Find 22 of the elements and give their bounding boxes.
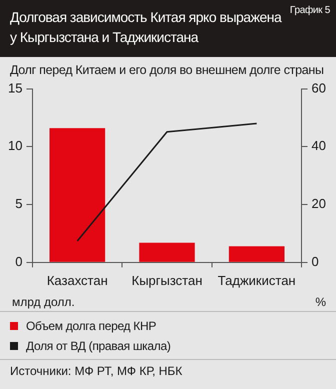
y-tick-label: 0 [15,254,22,269]
y-tick-label: 5 [15,196,22,212]
x-tick-label: Казахстан [46,272,108,288]
bar [50,128,106,262]
y2-tick-label: 60 [312,80,326,96]
legend-label: Доля от ВД (правая шкала) [26,339,171,353]
bar [139,242,195,262]
y2-tick-label: 40 [312,138,326,154]
chart-subtitle: Долг перед Китаем и его доля во внешнем долге страны [9,62,325,77]
chart-title: Долговая зависимость Китая ярко выражена у Кыргызстана и Таджикистана [10,8,283,47]
y2-tick-label: 0 [312,254,319,269]
y-axis-title: млрд долл. [12,295,75,311]
bar [228,246,284,262]
legend-label: Объем долга перед КНР [26,319,156,333]
y2-tick-label: 20 [312,196,326,212]
y-tick-label: 15 [8,80,22,96]
y2-axis-title: % [315,295,326,311]
y-tick-label: 10 [8,138,22,154]
text: График 5 [290,5,330,16]
x-tick-label: Таджикистан [218,272,296,288]
text: Источники: МФ РТ, МФ КР, НБК [9,363,184,380]
x-tick-label: Кыргызстан [132,272,202,288]
